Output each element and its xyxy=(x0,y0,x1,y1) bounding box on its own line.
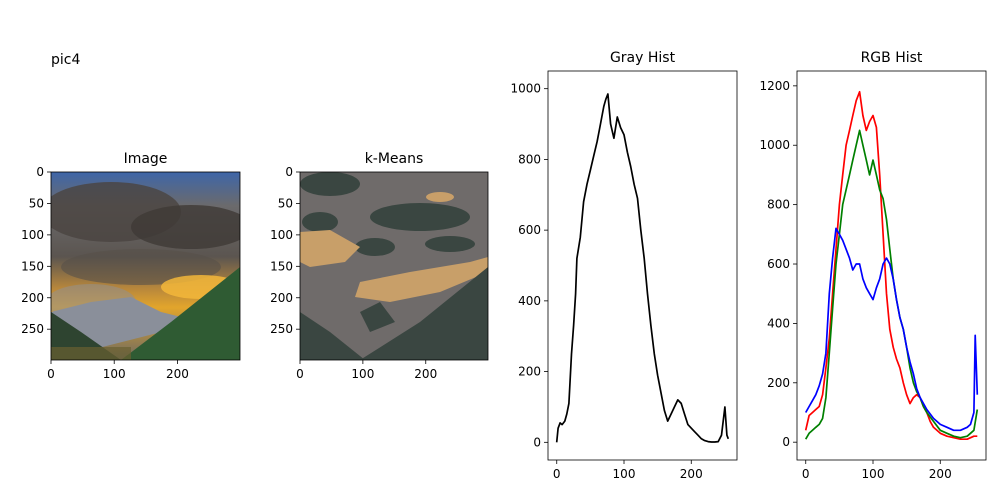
x-tick-label: 0 xyxy=(802,467,810,481)
x-tick-label: 0 xyxy=(296,367,304,381)
y-tick-label: 50 xyxy=(278,196,293,210)
y-tick-label: 0 xyxy=(533,435,541,449)
series-line-1 xyxy=(804,129,979,440)
y-tick-label: 100 xyxy=(21,228,44,242)
series-line-2 xyxy=(804,227,979,432)
y-tick-label: 200 xyxy=(518,365,541,379)
y-tick-label: 50 xyxy=(29,196,44,210)
x-tick-label: 0 xyxy=(47,367,55,381)
cloud xyxy=(61,249,221,285)
panel-title-2: Gray Hist xyxy=(610,50,676,66)
y-tick-label: 600 xyxy=(767,257,790,271)
cluster-dark xyxy=(360,267,488,360)
figure-suptitle: pic4 xyxy=(51,52,80,68)
valley xyxy=(51,347,131,360)
x-tick-label: 200 xyxy=(680,467,703,481)
y-tick-label: 1200 xyxy=(759,79,790,93)
x-tick-label: 200 xyxy=(414,367,437,381)
series-line-0 xyxy=(555,93,730,443)
y-tick-label: 0 xyxy=(782,435,790,449)
cluster-dark xyxy=(355,238,395,256)
series-group xyxy=(804,90,979,441)
cluster-dark xyxy=(360,302,395,332)
cluster-dark xyxy=(425,236,475,252)
cluster-map xyxy=(300,172,488,360)
x-tick-label: 100 xyxy=(103,367,126,381)
y-tick-label: 250 xyxy=(21,322,44,336)
x-tick-label: 0 xyxy=(553,467,561,481)
cluster-dark xyxy=(370,203,470,231)
axes-frame xyxy=(547,70,738,461)
y-tick-label: 800 xyxy=(518,152,541,166)
cluster-tan xyxy=(300,230,360,267)
cluster-tan xyxy=(426,192,454,202)
axes-frame xyxy=(796,70,987,461)
cluster-tan xyxy=(355,257,488,302)
x-tick-label: 100 xyxy=(351,367,374,381)
panel-title-0: Image xyxy=(124,151,168,167)
y-tick-label: 400 xyxy=(518,294,541,308)
y-tick-label: 150 xyxy=(21,259,44,273)
x-tick-label: 100 xyxy=(862,467,885,481)
panel-title-1: k-Means xyxy=(365,151,424,167)
y-tick-label: 600 xyxy=(518,223,541,237)
y-tick-label: 100 xyxy=(270,228,293,242)
y-tick-label: 200 xyxy=(767,376,790,390)
y-tick-label: 1000 xyxy=(510,82,541,96)
cluster-dark xyxy=(300,172,360,196)
y-tick-label: 400 xyxy=(767,316,790,330)
panel-2: k-Means 0 100 200 0 50 100 150 200 250 xyxy=(270,151,489,381)
panel-3: Gray Hist 0 100 200 0 200 400 600 800 1000 xyxy=(510,50,738,481)
panel-4: RGB Hist 0 100 200 0 200 400 600 800 1000 1200 xyxy=(759,50,987,481)
x-tick-label: 200 xyxy=(166,367,189,381)
y-tick-label: 1000 xyxy=(759,138,790,152)
y-tick-label: 800 xyxy=(767,198,790,212)
x-tick-label: 200 xyxy=(929,467,952,481)
series-line-0 xyxy=(804,90,978,441)
y-tick-label: 0 xyxy=(36,165,44,179)
y-tick-label: 250 xyxy=(270,322,293,336)
cloud xyxy=(131,205,240,249)
y-tick-label: 0 xyxy=(285,165,293,179)
x-tick-label: 100 xyxy=(613,467,636,481)
y-tick-label: 200 xyxy=(21,291,44,305)
panel-1: Image 0 100 200 0 50 100 150 200 250 xyxy=(21,151,241,381)
panel-title-3: RGB Hist xyxy=(861,50,923,66)
y-tick-label: 150 xyxy=(270,259,293,273)
photo-layer xyxy=(51,172,240,360)
cluster-dark xyxy=(300,312,365,360)
cluster-dark xyxy=(302,212,338,232)
series-group xyxy=(555,93,730,443)
near-slope xyxy=(121,267,240,360)
y-tick-label: 200 xyxy=(270,291,293,305)
